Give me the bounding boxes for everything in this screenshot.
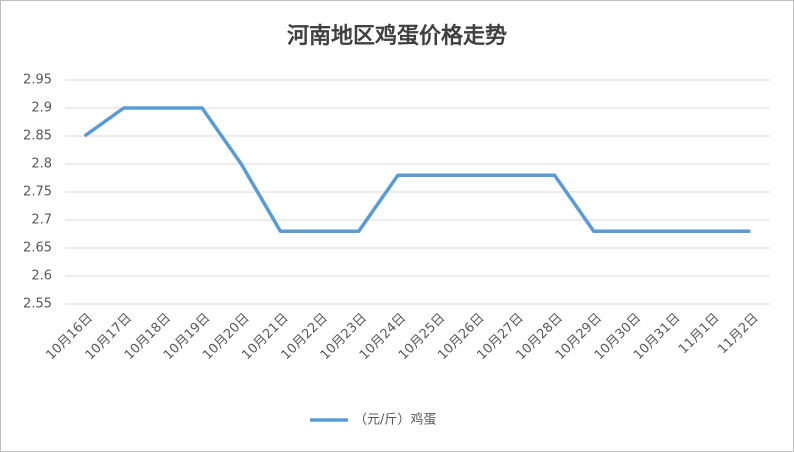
y-tick-label: 2.65 bbox=[23, 241, 52, 256]
chart-title: 河南地区鸡蛋价格走势 bbox=[287, 23, 507, 49]
y-tick-label: 2.9 bbox=[31, 101, 52, 116]
y-tick-label: 2.6 bbox=[31, 269, 52, 284]
series-line bbox=[83, 106, 751, 233]
y-tick-label: 2.8 bbox=[31, 157, 52, 172]
y-tick-label: 2.75 bbox=[23, 185, 52, 200]
legend-label: （元/斤）鸡蛋 bbox=[354, 412, 436, 428]
y-tick-label: 2.55 bbox=[23, 297, 52, 312]
y-tick-label: 2.7 bbox=[31, 213, 52, 228]
y-tick-label: 2.85 bbox=[23, 129, 52, 144]
y-tick-label: 2.95 bbox=[23, 73, 52, 88]
